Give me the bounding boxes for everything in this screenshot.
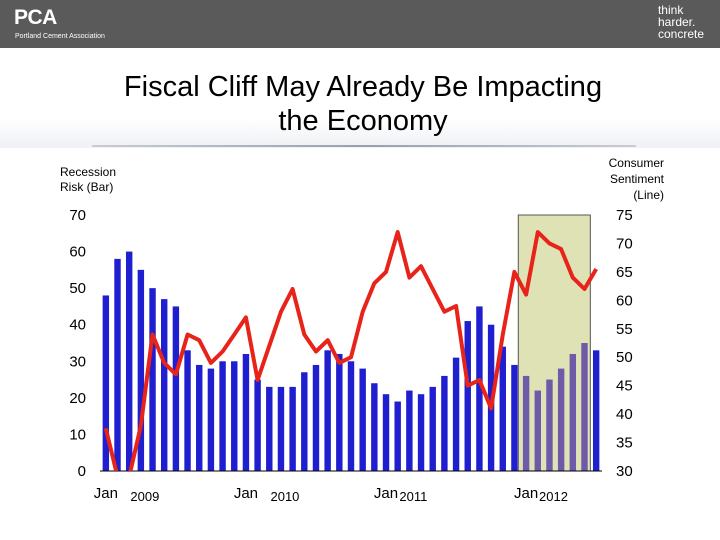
slide-title: Fiscal Cliff May Already Be Impacting th… bbox=[60, 70, 666, 138]
right-axis-tick-label: 45 bbox=[616, 378, 633, 395]
header-bar: PCA Portland Cement Association think ha… bbox=[0, 0, 720, 48]
recession-risk-bar bbox=[102, 295, 110, 471]
recession-risk-bar bbox=[149, 288, 156, 471]
recession-risk-bar bbox=[452, 357, 460, 471]
tagline-line: harder. bbox=[657, 15, 696, 29]
tagline-line: think bbox=[657, 3, 684, 17]
recession-risk-bar bbox=[196, 364, 203, 471]
pca-logo: PCA bbox=[14, 6, 57, 29]
x-axis-label: Jan bbox=[514, 485, 538, 502]
title-band bbox=[0, 48, 720, 148]
consumer-sentiment-line bbox=[103, 230, 598, 471]
right-axis-title: Consumer Sentiment (Line) bbox=[570, 155, 664, 203]
right-axis-tick-label: 65 bbox=[616, 264, 633, 281]
right-axis-tick-label: 60 bbox=[616, 292, 633, 309]
recession-risk-bar bbox=[534, 390, 542, 471]
tagline: think harder. concrete bbox=[658, 4, 704, 40]
recession-risk-bar bbox=[277, 386, 285, 471]
recession-risk-bar bbox=[207, 368, 215, 471]
left-axis-title-line: Recession bbox=[60, 165, 117, 179]
recession-risk-bar bbox=[301, 372, 308, 471]
right-axis-title-line: Sentiment bbox=[609, 172, 664, 186]
right-axis-tick-label: 55 bbox=[616, 321, 633, 338]
recession-risk-bar bbox=[312, 364, 320, 471]
pca-logo-subtitle: Portland Cement Association bbox=[15, 33, 105, 40]
title-underline bbox=[92, 145, 636, 147]
right-axis-tick-label: 75 bbox=[616, 207, 633, 224]
slide-title-line: Fiscal Cliff May Already Be Impacting bbox=[123, 71, 603, 103]
slide-title-line: the Economy bbox=[278, 105, 448, 137]
recession-risk-bar bbox=[464, 321, 471, 471]
x-axis-label: 2011 bbox=[399, 489, 427, 504]
recession-risk-bar bbox=[137, 269, 145, 471]
recession-risk-bar bbox=[581, 343, 588, 471]
left-axis-tick-label: 20 bbox=[69, 390, 86, 407]
x-axis-label: 2012 bbox=[539, 489, 568, 504]
left-axis-tick-label: 10 bbox=[69, 426, 86, 443]
recession-risk-bar bbox=[511, 364, 518, 471]
recession-risk-bar bbox=[266, 386, 273, 471]
recession-risk-bar bbox=[394, 401, 401, 471]
recession-risk-bar bbox=[499, 346, 506, 471]
recession-risk-bar bbox=[441, 375, 448, 471]
x-axis-label: Jan bbox=[374, 485, 398, 502]
x-axis-label: 2010 bbox=[270, 489, 299, 504]
recession-risk-bar bbox=[254, 379, 261, 471]
recession-risk-bar bbox=[336, 353, 343, 471]
left-axis-tick-label: 60 bbox=[69, 244, 86, 261]
recession-risk-bar bbox=[324, 350, 331, 471]
right-axis-tick-label: 30 bbox=[616, 463, 633, 480]
recession-risk-bar bbox=[476, 306, 483, 471]
tagline-line: concrete bbox=[657, 27, 704, 41]
recession-risk-bar bbox=[569, 353, 577, 471]
recession-risk-bar bbox=[231, 361, 238, 471]
left-axis-tick-label: 40 bbox=[69, 317, 86, 334]
right-axis-tick-label: 40 bbox=[616, 406, 633, 423]
right-axis-tick-label: 35 bbox=[616, 435, 633, 452]
recession-risk-bar bbox=[160, 299, 168, 471]
recession-risk-bar bbox=[417, 394, 425, 471]
recession-risk-bar bbox=[429, 386, 436, 471]
x-axis-label: Jan bbox=[234, 485, 258, 502]
recession-risk-bar bbox=[114, 258, 121, 471]
left-axis-title-line: Risk (Bar) bbox=[60, 180, 114, 194]
recession-risk-bar bbox=[359, 368, 366, 471]
recession-risk-bar bbox=[172, 306, 180, 471]
recession-risk-bar bbox=[242, 353, 250, 471]
left-axis-tick-label: 50 bbox=[69, 280, 86, 297]
x-axis-label: Jan bbox=[94, 485, 118, 502]
recession-risk-bar bbox=[371, 383, 378, 471]
right-axis-title-line: Consumer bbox=[608, 156, 664, 170]
right-axis-title-line: (Line) bbox=[633, 188, 664, 202]
recession-risk-bar bbox=[382, 394, 390, 471]
recession-risk-bar bbox=[184, 350, 191, 471]
recession-risk-bar bbox=[522, 375, 530, 471]
recession-risk-bar bbox=[592, 350, 600, 471]
recession-risk-bar bbox=[219, 361, 226, 471]
right-axis-tick-label: 70 bbox=[616, 235, 633, 252]
recession-risk-bar bbox=[557, 368, 565, 471]
x-axis-label: 2009 bbox=[130, 489, 159, 504]
highlight-region bbox=[517, 214, 591, 472]
left-axis-tick-label: 0 bbox=[78, 463, 86, 480]
recession-risk-bar bbox=[125, 251, 133, 471]
recession-risk-bar bbox=[546, 379, 553, 471]
recession-risk-bar bbox=[289, 386, 296, 471]
recession-risk-bar bbox=[347, 361, 355, 471]
recession-risk-bar bbox=[406, 390, 413, 471]
right-axis-tick-label: 50 bbox=[616, 349, 633, 366]
left-axis-tick-label: 30 bbox=[69, 353, 86, 370]
left-axis-tick-label: 70 bbox=[69, 207, 86, 224]
left-axis-title: Recession Risk (Bar) bbox=[60, 165, 116, 195]
